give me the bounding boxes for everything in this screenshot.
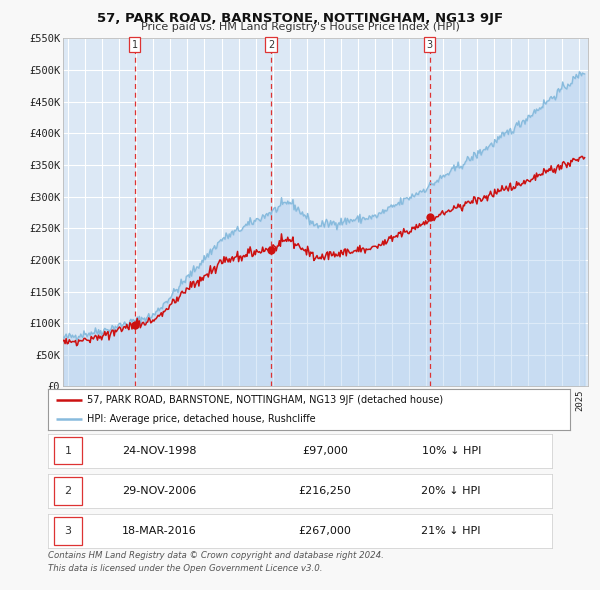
Text: 2: 2 <box>64 486 71 496</box>
Text: 1: 1 <box>131 40 137 50</box>
Text: 1: 1 <box>64 446 71 455</box>
Text: £267,000: £267,000 <box>299 526 352 536</box>
Text: Contains HM Land Registry data © Crown copyright and database right 2024.: Contains HM Land Registry data © Crown c… <box>48 551 384 560</box>
Text: This data is licensed under the Open Government Licence v3.0.: This data is licensed under the Open Gov… <box>48 564 323 573</box>
Text: £216,250: £216,250 <box>299 486 352 496</box>
Text: £97,000: £97,000 <box>302 446 348 455</box>
Text: HPI: Average price, detached house, Rushcliffe: HPI: Average price, detached house, Rush… <box>87 414 316 424</box>
FancyBboxPatch shape <box>54 437 82 464</box>
Text: Price paid vs. HM Land Registry's House Price Index (HPI): Price paid vs. HM Land Registry's House … <box>140 22 460 32</box>
FancyBboxPatch shape <box>54 477 82 504</box>
FancyBboxPatch shape <box>54 517 82 545</box>
Text: 57, PARK ROAD, BARNSTONE, NOTTINGHAM, NG13 9JF (detached house): 57, PARK ROAD, BARNSTONE, NOTTINGHAM, NG… <box>87 395 443 405</box>
Text: 10% ↓ HPI: 10% ↓ HPI <box>422 446 481 455</box>
Text: 3: 3 <box>427 40 433 50</box>
Text: 24-NOV-1998: 24-NOV-1998 <box>122 446 196 455</box>
Text: 18-MAR-2016: 18-MAR-2016 <box>122 526 196 536</box>
Text: 20% ↓ HPI: 20% ↓ HPI <box>421 486 481 496</box>
Text: 57, PARK ROAD, BARNSTONE, NOTTINGHAM, NG13 9JF: 57, PARK ROAD, BARNSTONE, NOTTINGHAM, NG… <box>97 12 503 25</box>
Text: 21% ↓ HPI: 21% ↓ HPI <box>421 526 481 536</box>
Text: 3: 3 <box>64 526 71 536</box>
Text: 2: 2 <box>268 40 274 50</box>
Text: 29-NOV-2006: 29-NOV-2006 <box>122 486 196 496</box>
